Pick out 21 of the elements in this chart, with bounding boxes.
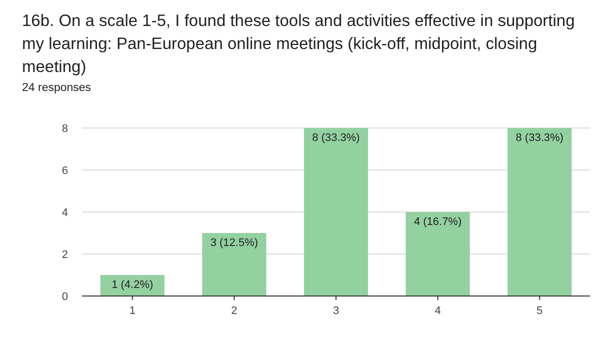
data-label: 8 (33.3%) <box>312 132 360 144</box>
data-label: 4 (16.7%) <box>414 216 462 228</box>
data-label: 3 (12.5%) <box>210 237 258 249</box>
y-tick-label: 0 <box>62 290 68 303</box>
x-tick-label: 3 <box>332 305 340 317</box>
bar <box>508 128 572 296</box>
x-tick-label: 4 <box>434 305 441 317</box>
chart-title: 16b. On a scale 1-5, I found these tools and activities effective in supporting my learning: Pan-European online meetings (kick-off, midpoint, closing meeting) <box>22 12 575 76</box>
chart-subtitle: 24 responses <box>22 82 92 94</box>
x-tick-label: 5 <box>536 305 543 317</box>
bar <box>304 128 368 296</box>
data-label: 1 (4.2%) <box>112 279 154 291</box>
data-label: 8 (33.3%) <box>516 132 564 144</box>
y-tick-label: 8 <box>62 122 68 135</box>
bar <box>406 212 470 296</box>
x-tick-label: 2 <box>231 305 238 317</box>
y-tick-label: 2 <box>62 248 68 261</box>
y-tick-label: 4 <box>62 206 68 219</box>
y-tick-label: 6 <box>62 164 68 177</box>
bar <box>202 233 266 296</box>
x-tick-label: 1 <box>129 305 136 317</box>
